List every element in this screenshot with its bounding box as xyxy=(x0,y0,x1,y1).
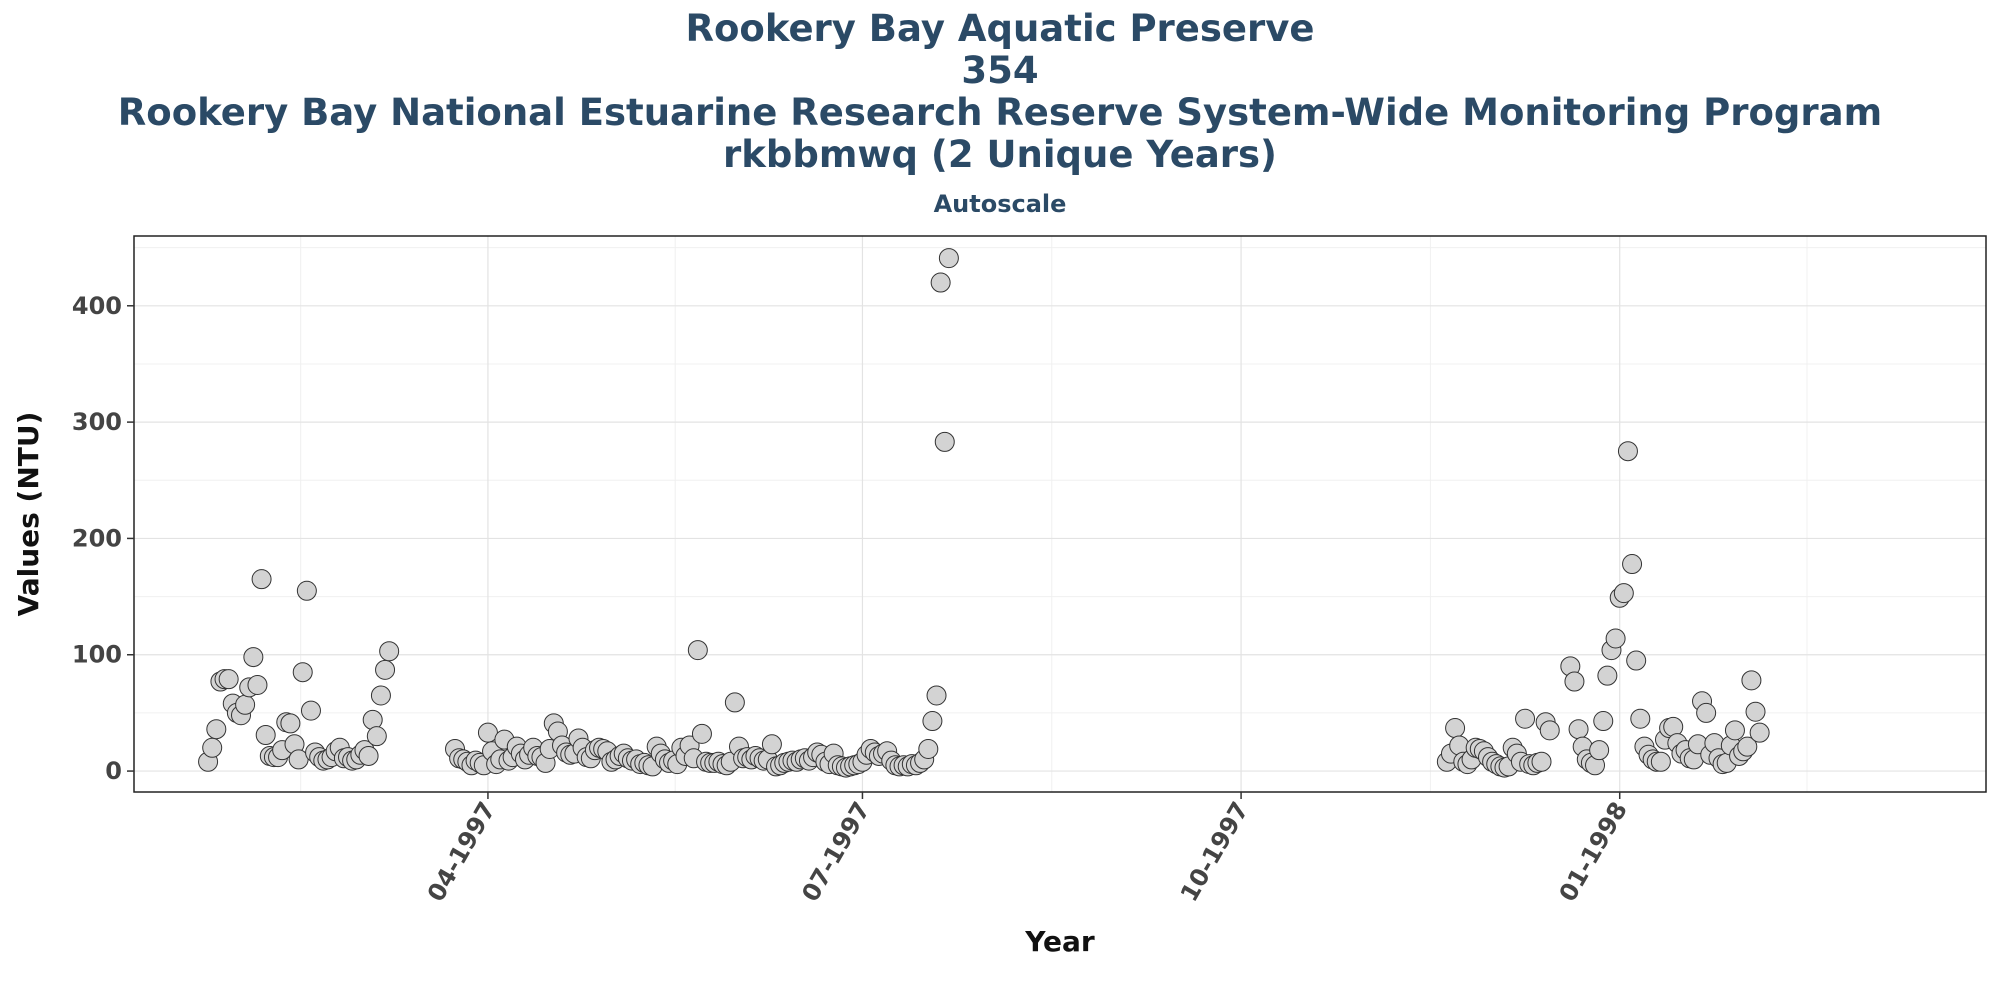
data-point xyxy=(247,674,268,695)
title-line-2: 354 xyxy=(961,49,1039,92)
data-point xyxy=(1626,650,1647,671)
data-point xyxy=(1445,718,1466,739)
data-point xyxy=(1568,719,1589,740)
data-point xyxy=(202,737,223,758)
data-point xyxy=(1617,441,1638,462)
data-point xyxy=(918,738,939,759)
data-point xyxy=(926,685,947,706)
data-point xyxy=(922,711,943,732)
x-tick-label: 04-1997 xyxy=(422,797,501,906)
data-point xyxy=(379,641,400,662)
data-point xyxy=(1749,722,1770,743)
data-point xyxy=(370,685,391,706)
y-tick-label: 100 xyxy=(72,641,122,669)
y-tick-label: 200 xyxy=(72,524,122,552)
data-point xyxy=(1650,751,1671,772)
data-point xyxy=(1597,665,1618,686)
x-tick-label: 10-1997 xyxy=(1175,797,1254,906)
data-point xyxy=(1741,670,1762,691)
data-point xyxy=(366,726,387,747)
chart-title: Rookery Bay Aquatic Preserve 354 Rookery… xyxy=(0,8,2000,176)
x-tick-label: 01-1998 xyxy=(1554,797,1633,906)
data-point xyxy=(934,431,955,452)
data-point xyxy=(1531,751,1552,772)
data-point xyxy=(761,734,782,755)
data-point xyxy=(1622,554,1643,575)
data-point xyxy=(1515,708,1536,729)
data-point xyxy=(296,580,317,601)
data-point xyxy=(300,700,321,721)
data-point xyxy=(1724,720,1745,741)
data-point xyxy=(1745,701,1766,722)
data-point xyxy=(687,640,708,661)
data-point xyxy=(930,272,951,293)
data-point xyxy=(255,725,276,746)
data-point xyxy=(292,662,313,683)
chart-subtitle: Autoscale xyxy=(933,190,1067,218)
y-tick-label: 300 xyxy=(72,408,122,436)
x-tick-label: 07-1997 xyxy=(796,797,875,906)
data-point xyxy=(206,719,227,740)
plot-panel-border xyxy=(133,235,1987,793)
data-points xyxy=(198,248,1770,778)
data-point xyxy=(938,248,959,269)
data-point xyxy=(218,669,239,690)
y-axis-title: Values (NTU) xyxy=(12,412,45,617)
x-axis-title: Year xyxy=(1024,925,1095,958)
data-point xyxy=(691,723,712,744)
data-point xyxy=(280,713,301,734)
data-point xyxy=(1589,740,1610,761)
title-line-1: Rookery Bay Aquatic Preserve xyxy=(685,7,1315,50)
data-point xyxy=(1630,708,1651,729)
data-point xyxy=(1564,671,1585,692)
y-tick-label: 0 xyxy=(105,757,122,785)
grid-lines xyxy=(134,236,1986,792)
title-line-3: Rookery Bay National Estuarine Research … xyxy=(117,91,1883,134)
data-point xyxy=(1737,736,1758,757)
title-line-4: rkbbmwq (2 Unique Years) xyxy=(723,133,1277,176)
data-point xyxy=(724,692,745,713)
data-point xyxy=(375,659,396,680)
data-point xyxy=(1593,711,1614,732)
data-point xyxy=(251,569,272,590)
data-point xyxy=(235,694,256,715)
y-tick-label: 400 xyxy=(72,292,122,320)
data-point xyxy=(243,647,264,668)
data-point xyxy=(1613,583,1634,604)
data-point xyxy=(1605,628,1626,649)
data-point xyxy=(1539,720,1560,741)
data-point xyxy=(1696,702,1717,723)
data-point xyxy=(358,745,379,766)
